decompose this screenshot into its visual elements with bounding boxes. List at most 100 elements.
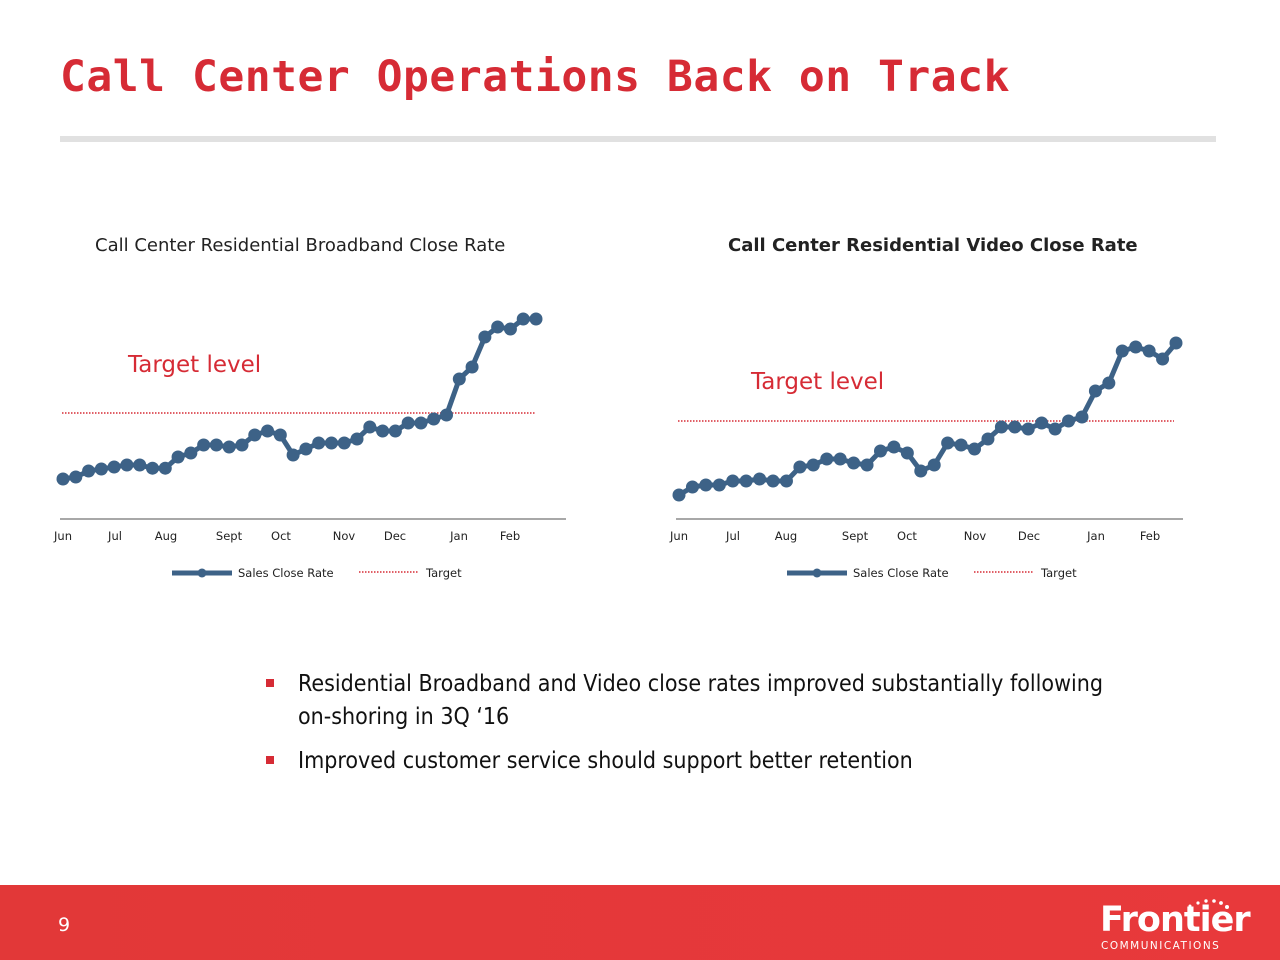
x-tick-label: Jul — [725, 529, 740, 543]
sales-close-rate-line — [677, 341, 1178, 498]
data-point — [994, 420, 1008, 434]
data-point — [337, 436, 351, 450]
data-point — [235, 438, 249, 452]
data-point — [847, 456, 861, 470]
data-point — [69, 470, 83, 484]
video-chart-title: Call Center Residential Video Close Rate — [728, 235, 1138, 256]
broadband-target-level-label: Target level — [128, 352, 262, 378]
data-point — [388, 424, 402, 438]
bullet-text: Residential Broadband and Video close ra… — [298, 671, 1103, 730]
data-point — [427, 412, 441, 426]
data-point — [363, 420, 377, 434]
data-point — [820, 452, 834, 466]
x-tick-label: Oct — [897, 529, 917, 543]
data-point — [833, 452, 847, 466]
x-tick-label: Sept — [216, 529, 243, 543]
data-point — [312, 436, 326, 450]
data-point — [478, 330, 492, 344]
data-point — [158, 461, 172, 475]
square-bullet-icon — [266, 679, 274, 687]
data-point — [1035, 416, 1049, 430]
x-tick-label: Nov — [333, 529, 356, 543]
data-point — [793, 460, 807, 474]
data-point — [900, 446, 914, 460]
data-point — [376, 424, 390, 438]
logo-dots-icon — [1188, 899, 1229, 909]
data-point — [82, 464, 96, 478]
data-point — [324, 436, 338, 450]
data-point — [299, 442, 313, 456]
data-point — [1102, 376, 1116, 390]
data-point — [248, 428, 262, 442]
x-tick-label: Aug — [775, 529, 797, 543]
data-point — [94, 462, 108, 476]
data-point — [197, 438, 211, 452]
page-number: 9 — [58, 914, 71, 936]
bullet-item: Residential Broadband and Video close ra… — [262, 668, 1122, 734]
bullet-item: Improved customer service should support… — [262, 745, 1122, 778]
x-tick-label: Jun — [669, 529, 688, 543]
x-tick-label: Oct — [271, 529, 291, 543]
title-divider — [60, 136, 1216, 142]
data-point — [133, 458, 147, 472]
data-point — [1115, 344, 1129, 358]
x-tick-label: Feb — [500, 529, 520, 543]
x-tick-label: Aug — [155, 529, 177, 543]
data-point — [209, 438, 223, 452]
data-point — [184, 446, 198, 460]
x-tick-label: Jul — [107, 529, 122, 543]
x-tick-label: Sept — [842, 529, 869, 543]
data-point — [1156, 352, 1170, 366]
data-point — [56, 472, 70, 486]
legend-sales-marker — [812, 568, 822, 578]
data-point — [779, 474, 793, 488]
data-point — [350, 432, 364, 446]
data-point — [941, 436, 955, 450]
data-point — [685, 480, 699, 494]
data-point — [452, 372, 466, 386]
data-point — [286, 448, 300, 462]
x-tick-label: Jun — [53, 529, 72, 543]
legend-sales-label: Sales Close Rate — [853, 566, 949, 580]
square-bullet-icon — [266, 756, 274, 764]
data-point — [968, 442, 982, 456]
data-point — [1129, 340, 1143, 354]
broadband-close-rate-chart: Jun Jul Aug Sept Oct Nov Dec Jan Feb Sales Close … — [53, 312, 566, 580]
data-point — [503, 322, 517, 336]
data-point — [954, 438, 968, 452]
data-point — [712, 478, 726, 492]
data-point — [401, 416, 415, 430]
data-point — [1062, 414, 1076, 428]
data-point — [699, 478, 713, 492]
slide-title: Call Center Operations Back on Track — [60, 52, 1010, 102]
bullet-text: Improved customer service should support… — [298, 748, 913, 774]
legend-target-label: Target — [425, 566, 462, 580]
data-point — [726, 474, 740, 488]
data-point — [1142, 344, 1156, 358]
data-point — [414, 416, 428, 430]
data-point — [753, 472, 767, 486]
x-tick-label: Dec — [1018, 529, 1040, 543]
data-point — [1021, 422, 1035, 436]
x-tick-label: Dec — [384, 529, 406, 543]
x-tick-label: Nov — [964, 529, 987, 543]
bullet-list: Residential Broadband and Video close ra… — [262, 668, 1122, 789]
x-tick-label: Feb — [1140, 529, 1160, 543]
data-point — [465, 360, 479, 374]
data-point — [491, 320, 505, 334]
x-tick-label: Jan — [449, 529, 468, 543]
video-close-rate-chart: Jun Jul Aug Sept Oct Nov Dec Jan Feb Sales Close … — [669, 336, 1183, 580]
broadband-chart-title: Call Center Residential Broadband Close … — [95, 235, 506, 256]
data-point — [672, 488, 686, 502]
data-point — [739, 474, 753, 488]
data-point — [806, 458, 820, 472]
data-point — [529, 312, 543, 326]
logo-wordmark: Frontier — [1100, 900, 1251, 940]
frontier-logo: Frontier COMMUNICATIONS — [1096, 890, 1251, 956]
data-point — [873, 444, 887, 458]
legend-sales-marker — [197, 568, 207, 578]
data-point — [1008, 420, 1022, 434]
data-point — [107, 460, 121, 474]
data-point — [914, 464, 928, 478]
data-point — [1048, 422, 1062, 436]
